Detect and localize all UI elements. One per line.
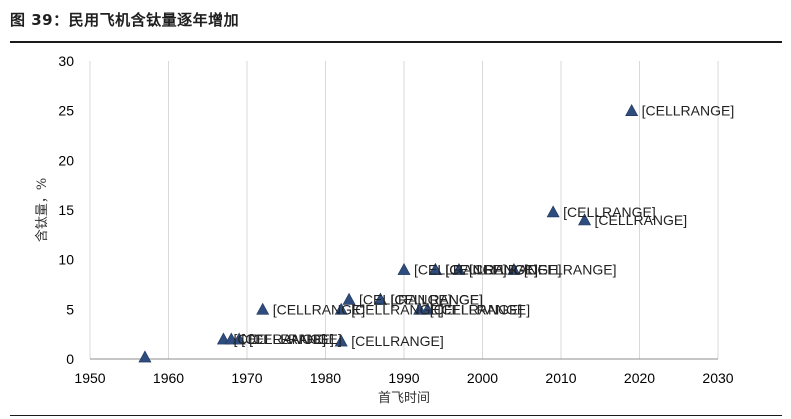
x-tick-label-7: 2020 bbox=[624, 370, 655, 386]
data-points bbox=[138, 104, 639, 363]
y-tick-label-0: 0 bbox=[66, 351, 74, 367]
data-point-17 bbox=[578, 213, 592, 226]
data-label-11: [CELLRANGE] bbox=[438, 301, 531, 317]
data-point-10 bbox=[397, 262, 411, 275]
data-point-13 bbox=[428, 262, 442, 275]
data-label-12: [CELLRANGE] bbox=[445, 262, 538, 278]
data-point-5 bbox=[334, 334, 348, 347]
x-tick-label-4: 1990 bbox=[388, 370, 419, 386]
x-tick-label-1: 1960 bbox=[153, 370, 184, 386]
data-label-2: [CELLRANGE] bbox=[241, 331, 334, 347]
y-axis-title: 含钛量，% bbox=[34, 178, 50, 242]
data-label-13: [CELLRANGE] bbox=[445, 262, 538, 278]
data-label-4: [CELLRANGE] bbox=[273, 301, 366, 317]
data-point-1 bbox=[216, 332, 230, 345]
data-label-18: [CELLRANGE] bbox=[642, 103, 735, 119]
data-label-7: [CELLRANGE] bbox=[359, 291, 452, 307]
data-label-17: [CELLRANGE] bbox=[595, 212, 688, 228]
figure-title: 图 39：民用飞机含钛量逐年增加 bbox=[10, 11, 240, 29]
data-label-14: [CELLRANGE] bbox=[469, 262, 562, 278]
data-label-8: [CELLRANGE] bbox=[390, 291, 483, 307]
data-label-19: [CELLRANGE] bbox=[430, 301, 523, 317]
data-point-19 bbox=[413, 302, 427, 315]
y-tick-label-3: 15 bbox=[58, 202, 74, 218]
x-tick-label-5: 2000 bbox=[467, 370, 498, 386]
data-point-15 bbox=[507, 262, 521, 275]
data-point-9 bbox=[373, 292, 387, 305]
y-tick-labels: 0 5 10 15 20 25 30 bbox=[58, 53, 74, 367]
data-point-16 bbox=[546, 205, 560, 218]
gridlines bbox=[89, 61, 719, 359]
x-tick-label-0: 1950 bbox=[74, 370, 105, 386]
data-point-4 bbox=[256, 302, 270, 315]
data-point-2 bbox=[224, 332, 238, 345]
bottom-rule bbox=[10, 415, 782, 416]
data-labels: [CELLRANGE][CELLRANGE][CELLRANGE][CELLRA… bbox=[233, 103, 734, 349]
x-tick-label-6: 2010 bbox=[545, 370, 576, 386]
data-point-11 bbox=[421, 302, 435, 315]
data-point-3 bbox=[232, 332, 246, 345]
x-tick-label-3: 1980 bbox=[310, 370, 341, 386]
data-label-9: [CELLRANGE] bbox=[390, 291, 483, 307]
data-label-15: [CELLRANGE] bbox=[524, 262, 617, 278]
y-tick-label-2: 10 bbox=[58, 252, 74, 268]
y-tick-label-1: 5 bbox=[66, 301, 74, 317]
title-rule bbox=[10, 41, 782, 43]
data-point-6 bbox=[334, 302, 348, 315]
data-point-0 bbox=[138, 350, 152, 363]
data-point-18 bbox=[625, 104, 639, 116]
x-tick-label-8: 2030 bbox=[702, 370, 733, 386]
x-axis-title: 首飞时间 bbox=[378, 391, 430, 406]
y-tick-label-6: 30 bbox=[58, 53, 74, 69]
data-label-5: [CELLRANGE] bbox=[351, 333, 444, 349]
data-label-16: [CELLRANGE] bbox=[563, 204, 656, 220]
x-tick-labels: 1950 1960 1970 1980 1990 2000 2010 2020 2030 bbox=[74, 370, 733, 386]
data-point-7 bbox=[342, 292, 356, 305]
data-label-10: [CELLRANGE] bbox=[414, 262, 507, 278]
data-point-14 bbox=[452, 262, 466, 275]
data-label-6: [CELLRANGE] bbox=[351, 301, 444, 317]
y-tick-label-4: 20 bbox=[58, 152, 74, 168]
y-tick-label-5: 25 bbox=[58, 103, 74, 119]
data-label-3: [CELLRANGE] bbox=[249, 331, 342, 347]
data-label-1: [CELLRANGE] bbox=[233, 331, 326, 347]
x-tick-label-2: 1970 bbox=[231, 370, 262, 386]
